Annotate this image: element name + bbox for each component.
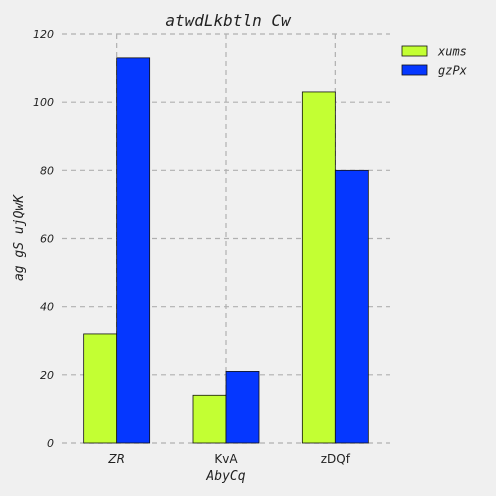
y-axis-label: ag gS ujQwK (12, 194, 27, 281)
bars (83, 57, 369, 444)
x-axis-label: AbyCq (205, 469, 245, 484)
axis-ticks: 0 20 40 60 80 100 120 ZR KvA zDQf (33, 28, 351, 466)
bar-xums-KvA (192, 394, 227, 444)
legend-label-gzPx: gzPx (438, 64, 468, 78)
bar-xums-ZR (83, 333, 118, 444)
y-tick-label: 120 (33, 28, 54, 41)
y-tick-label: 0 (47, 437, 54, 450)
y-tick-label: 20 (40, 369, 54, 382)
bar-gzPx-ZR (116, 57, 151, 444)
x-tick-label: KvA (214, 452, 238, 466)
y-tick-label: 60 (40, 233, 54, 246)
legend: xums gzPx (401, 45, 468, 78)
chart-title: atwdLkbtln Cw (165, 11, 292, 30)
x-tick-label: zDQf (321, 452, 351, 466)
y-tick-label: 80 (40, 164, 54, 177)
x-tick-label: ZR (107, 452, 125, 466)
legend-label-xums: xums (437, 45, 467, 59)
legend-swatch-gzPx (401, 64, 428, 76)
bar-xums-zDQf (301, 91, 336, 444)
y-tick-label: 100 (33, 96, 54, 109)
y-tick-label: 40 (40, 301, 54, 314)
legend-swatch-xums (401, 45, 428, 57)
bar-gzPx-zDQf (334, 169, 369, 444)
bar-gzPx-KvA (225, 371, 260, 444)
